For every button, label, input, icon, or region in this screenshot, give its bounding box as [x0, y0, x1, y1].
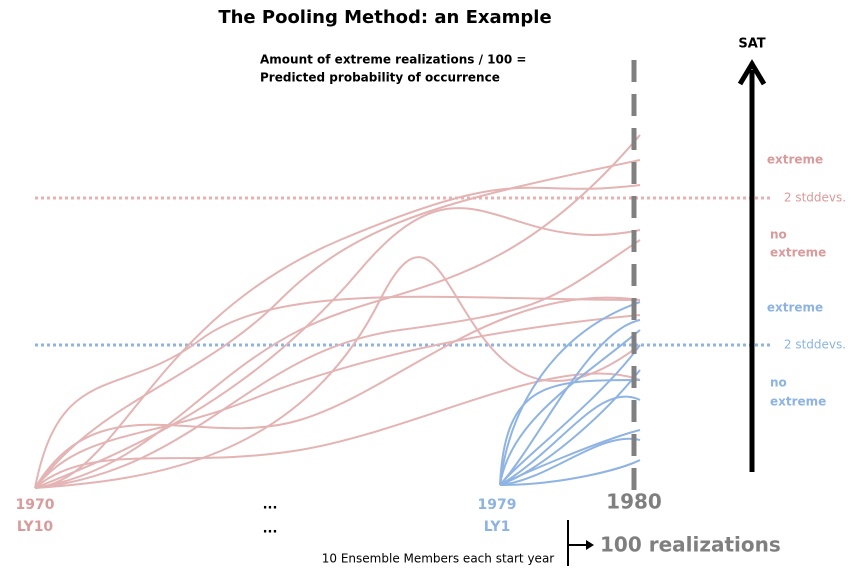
note: Amount of extreme realizations / 100 = — [260, 53, 526, 67]
members-note: 10 Ensemble Members each start year — [322, 552, 555, 566]
zone-label: extreme — [767, 301, 823, 315]
title: The Pooling Method: an Example — [218, 7, 551, 28]
zone-label: no — [770, 228, 787, 242]
curve — [499, 344, 641, 486]
threshold-label: 2 stddevs. — [784, 191, 846, 205]
result: 100 realizations — [600, 533, 781, 557]
arrow-head — [737, 59, 767, 86]
red-curves — [34, 134, 641, 489]
curve — [34, 239, 641, 489]
curve — [34, 159, 641, 489]
zone-label: extreme — [770, 246, 826, 260]
ellipsis: ... — [263, 498, 278, 513]
curve — [499, 379, 641, 486]
curve — [34, 314, 641, 489]
curve — [34, 372, 641, 489]
lead-year: LY10 — [17, 519, 54, 535]
curve — [34, 296, 641, 489]
start-year: 1970 — [16, 497, 55, 513]
curve — [34, 207, 641, 489]
curve — [34, 134, 641, 489]
zone-label: extreme — [770, 395, 826, 409]
curve — [499, 395, 641, 486]
threshold-label: 2 stddevs. — [784, 338, 846, 352]
target-year: 1980 — [606, 490, 662, 514]
ellipsis: ... — [263, 522, 278, 537]
curve — [499, 319, 641, 486]
zone-label: no — [770, 376, 787, 390]
curve — [34, 256, 641, 489]
curve — [499, 301, 641, 486]
curve — [499, 329, 641, 486]
axis-label: SAT — [738, 37, 765, 52]
arrow-head — [586, 540, 594, 550]
lead-year: LY1 — [484, 519, 511, 535]
curve — [34, 295, 641, 489]
curve — [499, 459, 641, 486]
curve — [34, 184, 641, 489]
curve — [499, 437, 641, 486]
start-year: 1979 — [478, 497, 517, 513]
note: Predicted probability of occurrence — [260, 71, 500, 85]
curve — [499, 429, 641, 486]
blue-curves — [499, 301, 641, 486]
zone-label: extreme — [767, 153, 823, 167]
